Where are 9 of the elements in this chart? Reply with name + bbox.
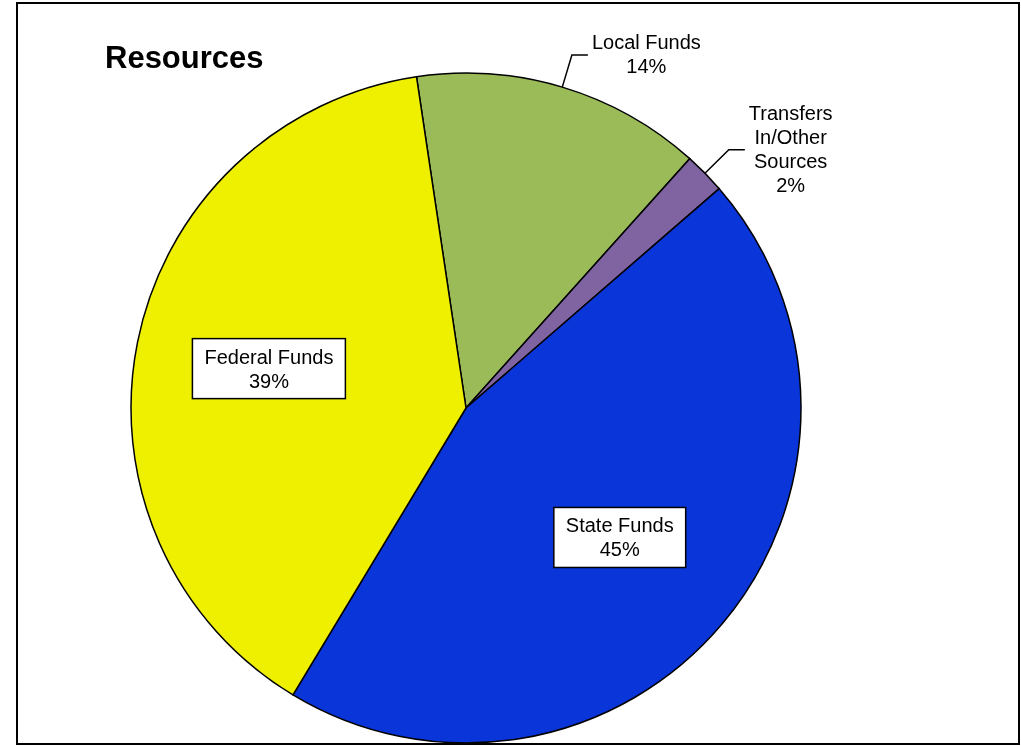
data-label: 14% — [626, 55, 667, 78]
data-label: 2% — [776, 173, 806, 196]
chart-title: Resources — [105, 40, 264, 75]
slice-label: Federal Funds — [204, 345, 334, 368]
data-label: 39% — [248, 369, 290, 392]
slice-label: Local Funds — [591, 31, 701, 54]
slice-label: State Funds — [565, 514, 674, 537]
slice-label: Transfers In/Other Sources — [748, 101, 833, 172]
data-label: 45% — [599, 538, 640, 561]
